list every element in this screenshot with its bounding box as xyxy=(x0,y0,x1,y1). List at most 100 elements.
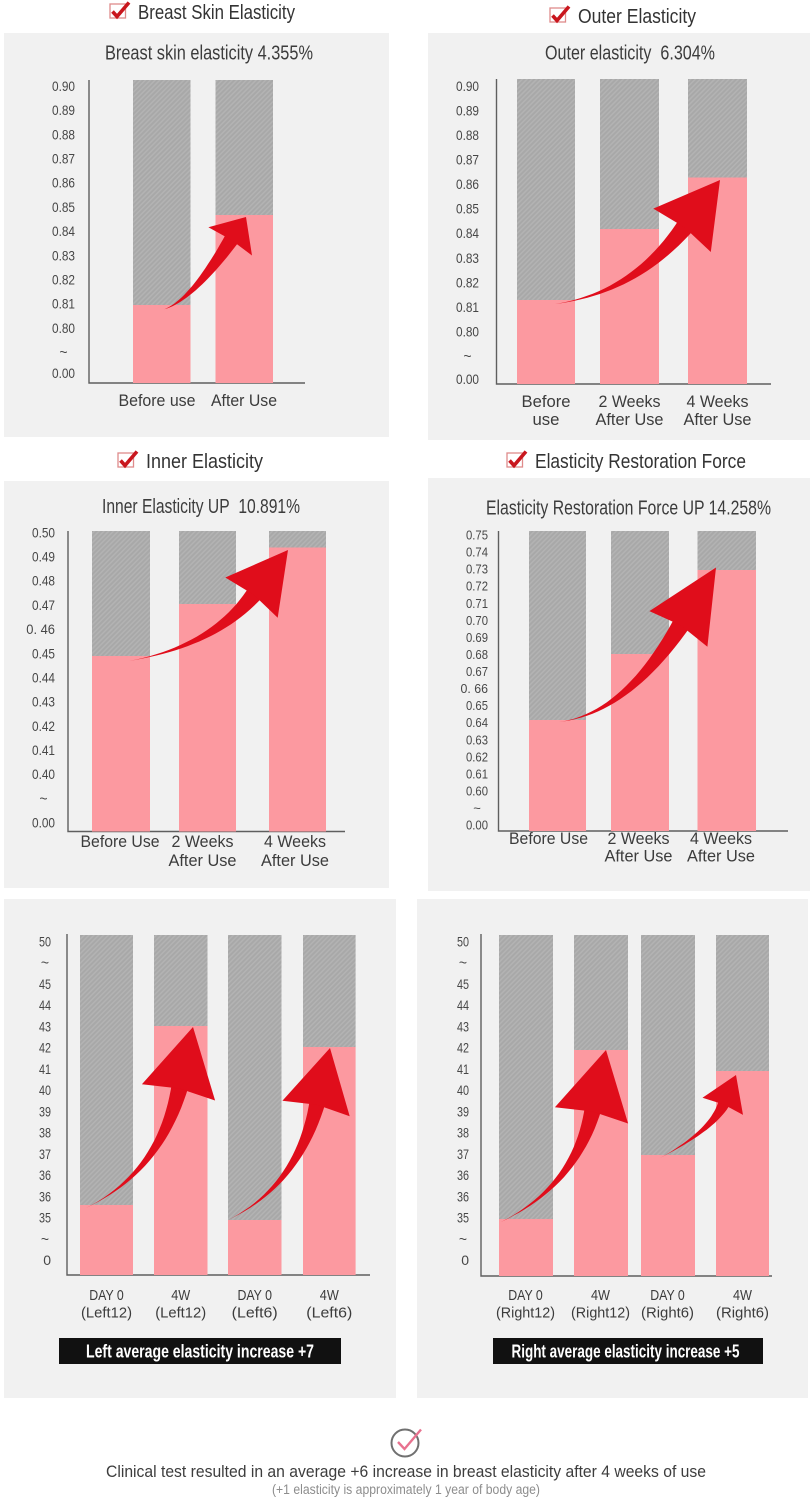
svg-text:0.84: 0.84 xyxy=(52,223,75,239)
svg-text:0: 0 xyxy=(461,1252,469,1268)
svg-text:Right average elasticity incre: Right average elasticity increase +5 xyxy=(512,1342,740,1362)
svg-text:4 Weeks: 4 Weeks xyxy=(264,832,326,851)
svg-text:40: 40 xyxy=(457,1082,469,1098)
svg-text:~: ~ xyxy=(473,801,481,816)
svg-text:2 Weeks: 2 Weeks xyxy=(172,832,234,851)
svg-text:37: 37 xyxy=(39,1146,51,1162)
svg-text:(Left12): (Left12) xyxy=(155,1305,206,1322)
svg-text:0.00: 0.00 xyxy=(32,814,55,830)
svg-text:4W: 4W xyxy=(171,1287,191,1304)
svg-text:0.83: 0.83 xyxy=(52,247,75,263)
svg-text:0.88: 0.88 xyxy=(52,126,75,142)
svg-text:0.00: 0.00 xyxy=(466,818,488,833)
svg-text:Outer elasticity 6.304%: Outer elasticity 6.304% xyxy=(545,43,715,65)
svg-text:2 Weeks: 2 Weeks xyxy=(599,392,661,411)
svg-text:0.74: 0.74 xyxy=(466,545,488,560)
svg-text:35: 35 xyxy=(457,1210,469,1226)
svg-text:0.86: 0.86 xyxy=(456,176,479,192)
svg-text:4W: 4W xyxy=(320,1287,340,1304)
svg-text:0.69: 0.69 xyxy=(466,630,488,645)
svg-text:(Left12): (Left12) xyxy=(81,1305,132,1322)
svg-text:0.67: 0.67 xyxy=(466,664,488,679)
svg-text:use: use xyxy=(533,410,560,429)
svg-text:0.82: 0.82 xyxy=(456,274,479,290)
svg-text:~: ~ xyxy=(459,1231,467,1247)
svg-text:0.90: 0.90 xyxy=(52,78,75,94)
svg-text:0.81: 0.81 xyxy=(52,296,75,312)
svg-text:0.72: 0.72 xyxy=(466,579,488,594)
svg-text:0.63: 0.63 xyxy=(466,732,488,747)
svg-text:35: 35 xyxy=(39,1210,51,1226)
svg-text:0: 0 xyxy=(43,1252,51,1268)
svg-text:0.85: 0.85 xyxy=(456,201,479,217)
svg-text:36: 36 xyxy=(457,1188,469,1204)
svg-text:0.87: 0.87 xyxy=(456,152,479,168)
svg-text:41: 41 xyxy=(39,1061,51,1077)
svg-text:0.61: 0.61 xyxy=(466,766,488,781)
svg-text:0.87: 0.87 xyxy=(52,151,75,167)
svg-text:0. 66: 0. 66 xyxy=(461,681,489,696)
svg-text:39: 39 xyxy=(457,1103,469,1119)
svg-text:~: ~ xyxy=(41,955,49,971)
svg-text:Clinical test resulted in an a: Clinical test resulted in an average +6 … xyxy=(106,1462,706,1481)
svg-text:0.88: 0.88 xyxy=(456,127,479,143)
svg-text:DAY 0: DAY 0 xyxy=(237,1287,272,1304)
svg-text:36: 36 xyxy=(39,1188,51,1204)
svg-text:0.75: 0.75 xyxy=(466,528,488,543)
svg-text:0.50: 0.50 xyxy=(32,524,55,540)
svg-text:0.64: 0.64 xyxy=(466,715,488,730)
svg-text:0.71: 0.71 xyxy=(466,596,488,611)
svg-text:39: 39 xyxy=(39,1103,51,1119)
svg-text:(+1 elasticity is approximatel: (+1 elasticity is approximately 1 year o… xyxy=(272,1482,540,1497)
svg-text:Inner Elasticity: Inner Elasticity xyxy=(146,451,263,473)
svg-text:~: ~ xyxy=(39,790,47,806)
svg-text:0.00: 0.00 xyxy=(52,365,75,381)
svg-text:0.70: 0.70 xyxy=(466,613,488,628)
svg-text:(Right6): (Right6) xyxy=(641,1305,694,1322)
svg-text:After Use: After Use xyxy=(169,851,237,870)
svg-text:DAY 0: DAY 0 xyxy=(89,1287,124,1304)
svg-text:0.43: 0.43 xyxy=(32,694,55,710)
svg-text:0.81: 0.81 xyxy=(456,299,479,315)
svg-text:41: 41 xyxy=(457,1061,469,1077)
svg-text:0.60: 0.60 xyxy=(466,783,488,798)
svg-text:38: 38 xyxy=(39,1125,51,1141)
svg-text:0.41: 0.41 xyxy=(32,742,55,758)
svg-text:After Use: After Use xyxy=(605,847,673,866)
svg-text:0.83: 0.83 xyxy=(456,250,479,266)
svg-text:4 Weeks: 4 Weeks xyxy=(690,829,752,848)
svg-text:0.82: 0.82 xyxy=(52,272,75,288)
svg-text:0.44: 0.44 xyxy=(32,669,55,685)
svg-text:0.47: 0.47 xyxy=(32,597,55,613)
svg-text:0. 46: 0. 46 xyxy=(26,621,55,637)
svg-text:(Right12): (Right12) xyxy=(496,1305,555,1322)
svg-text:0.49: 0.49 xyxy=(32,549,55,565)
svg-text:4W: 4W xyxy=(733,1287,753,1304)
svg-text:0.89: 0.89 xyxy=(456,102,479,118)
svg-text:Before: Before xyxy=(522,392,571,411)
svg-text:After Use: After Use xyxy=(687,847,755,866)
svg-text:45: 45 xyxy=(39,976,51,992)
svg-text:43: 43 xyxy=(457,1018,469,1034)
svg-text:~: ~ xyxy=(459,955,467,971)
svg-text:~: ~ xyxy=(59,344,67,360)
svg-text:2 Weeks: 2 Weeks xyxy=(608,829,670,848)
svg-text:After Use: After Use xyxy=(596,410,664,429)
svg-text:(Right6): (Right6) xyxy=(716,1305,769,1322)
svg-text:0.90: 0.90 xyxy=(456,78,479,94)
svg-text:0.65: 0.65 xyxy=(466,698,488,713)
svg-text:(Left6): (Left6) xyxy=(306,1305,352,1322)
svg-text:4W: 4W xyxy=(591,1287,611,1304)
svg-text:Breast Skin Elasticity: Breast Skin Elasticity xyxy=(138,2,295,24)
svg-text:Elasticity Restoration Force: Elasticity Restoration Force xyxy=(535,451,746,473)
svg-text:0.48: 0.48 xyxy=(32,573,55,589)
svg-text:(Left6): (Left6) xyxy=(232,1305,278,1322)
svg-text:0.89: 0.89 xyxy=(52,102,75,118)
svg-text:4 Weeks: 4 Weeks xyxy=(687,392,749,411)
svg-text:0.42: 0.42 xyxy=(32,718,55,734)
svg-text:42: 42 xyxy=(39,1040,51,1056)
svg-text:Before Use: Before Use xyxy=(81,832,160,851)
svg-text:0.45: 0.45 xyxy=(32,645,55,661)
svg-text:After Use: After Use xyxy=(261,851,329,870)
svg-text:40: 40 xyxy=(39,1082,51,1098)
